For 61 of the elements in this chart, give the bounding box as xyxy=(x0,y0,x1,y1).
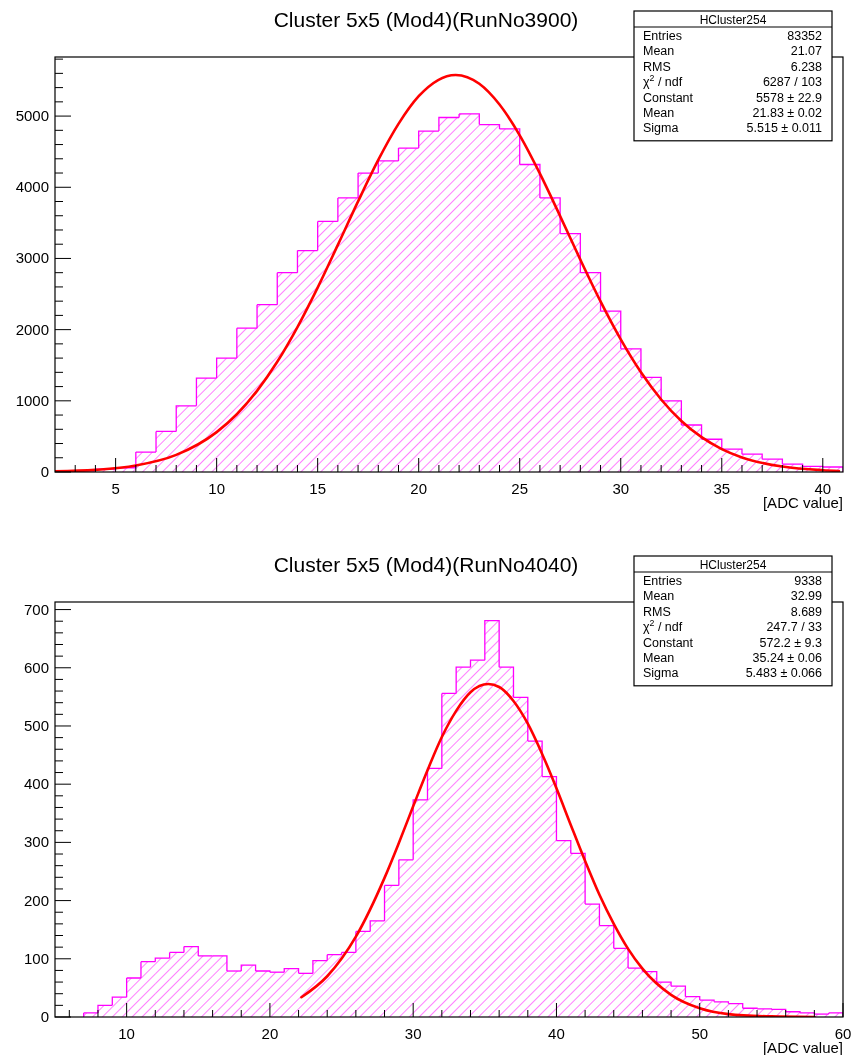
annotation: Mean xyxy=(643,651,675,665)
y-tick-label: 300 xyxy=(23,833,49,851)
text: 9338 xyxy=(794,574,823,588)
annotation: 247.7 / 33 xyxy=(766,620,823,635)
annotation: χ$^{2}$ / ndf xyxy=(643,73,683,90)
annotation: 21.83 ± 0.02 xyxy=(752,106,823,120)
annotation: 21.07 xyxy=(790,44,823,59)
annotation: 572.2 ± 9.3 xyxy=(759,635,823,650)
x-tick-label: 15 xyxy=(309,480,327,497)
y-tick-label: 700 xyxy=(23,600,49,618)
text: HCluster254 xyxy=(699,557,767,572)
x-tick-label: 20 xyxy=(410,480,428,497)
x-tick-label: 40 xyxy=(814,480,832,497)
annotation: 32.99 xyxy=(790,589,823,604)
chart-title: Cluster 5x5 (Mod4)(RunNo4040) xyxy=(273,553,579,576)
y-tick-label: 3000 xyxy=(15,249,49,267)
x-tick-label: 30 xyxy=(404,1025,422,1042)
y-tick-label: 4000 xyxy=(15,178,49,196)
annotation: 5578 ± 22.9 xyxy=(756,90,823,105)
annotation: Mean xyxy=(643,589,675,604)
x-axis-title: [ADC value] xyxy=(762,494,843,511)
y-tick-label: 600 xyxy=(23,658,49,676)
x-tick-label: 60 xyxy=(834,1025,852,1042)
y-tick-label: 400 xyxy=(23,775,49,793)
y-tick-label: 200 xyxy=(23,891,49,909)
annotation: χ$^{2}$ / ndf xyxy=(643,618,683,635)
x-tick-label: 20 xyxy=(261,1025,279,1042)
y-tick-label: 100 xyxy=(23,949,49,967)
annotation: RMS xyxy=(643,59,671,74)
x-tick-label: 50 xyxy=(691,1025,709,1042)
x-tick-label: 10 xyxy=(208,480,225,497)
annotation: 5.515 ± 0.011 xyxy=(746,121,823,136)
y-tick-label: 2000 xyxy=(15,320,49,338)
chart-title: Cluster 5x5 (Mod4)(RunNo3900) xyxy=(273,8,579,31)
text: 83352 xyxy=(787,29,823,43)
annotation: Mean xyxy=(643,106,675,120)
y-tick-label: 500 xyxy=(23,716,49,734)
y-tick-label: 0 xyxy=(40,463,49,480)
annotation: Sigma xyxy=(643,666,679,681)
annotation: Constant xyxy=(643,90,694,105)
text: Entries xyxy=(643,29,682,43)
annotation: 6287 / 103 xyxy=(762,75,823,90)
annotation: Sigma xyxy=(643,121,679,136)
x-tick-label: 10 xyxy=(118,1025,135,1042)
text: Entries xyxy=(643,574,682,588)
y-tick-label: 5000 xyxy=(15,107,49,125)
annotation: 6.238 xyxy=(790,59,823,74)
x-tick-label: 5 xyxy=(111,480,120,497)
y-tick-label: 1000 xyxy=(15,391,49,409)
x-tick-label: 35 xyxy=(713,480,731,497)
annotation: Mean xyxy=(643,44,675,59)
x-tick-label: 25 xyxy=(511,480,529,497)
x-tick-label: 30 xyxy=(612,480,630,497)
annotation: 8.689 xyxy=(790,604,823,619)
text: HCluster254 xyxy=(699,12,767,27)
annotation: Constant xyxy=(643,635,694,650)
y-tick-label: 0 xyxy=(40,1008,49,1025)
annotation: 5.483 ± 0.066 xyxy=(745,666,823,681)
annotation: 35.24 ± 0.06 xyxy=(752,651,823,665)
annotation: RMS xyxy=(643,604,671,619)
x-tick-label: 40 xyxy=(548,1025,565,1042)
